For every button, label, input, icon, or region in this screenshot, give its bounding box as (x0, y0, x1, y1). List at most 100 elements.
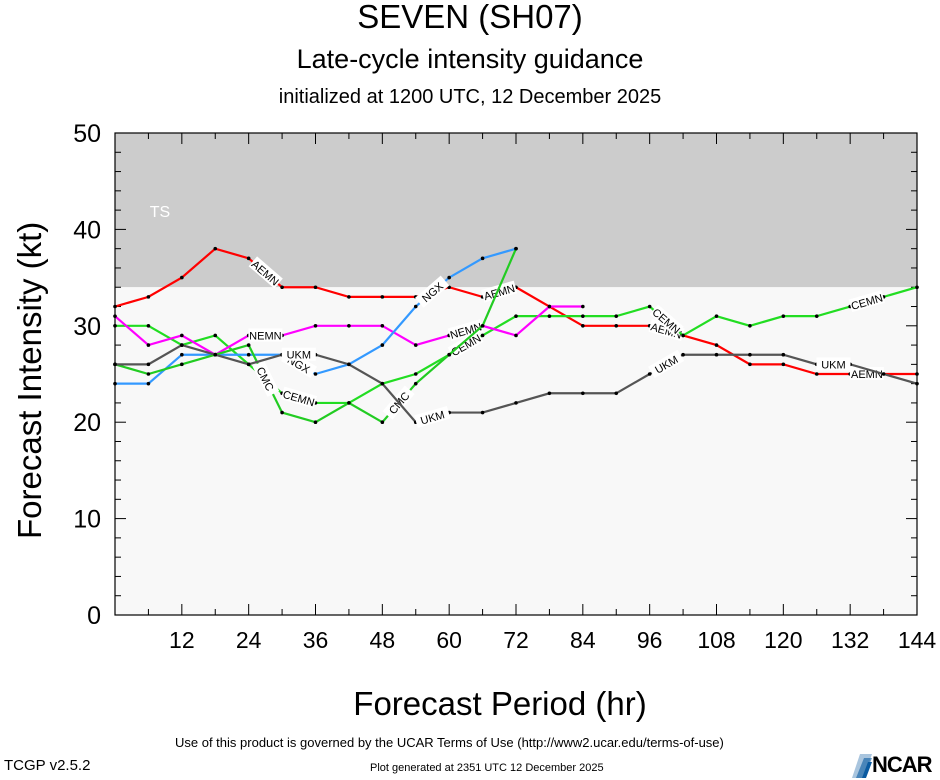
data-point-cemn (514, 314, 518, 318)
data-point-ukm (380, 381, 385, 386)
data-point-ngx (180, 352, 184, 357)
data-point-aemn (146, 295, 151, 299)
y-tick-label: 50 (73, 120, 101, 148)
data-point-ukm (514, 401, 518, 405)
data-point-aemn (213, 246, 218, 251)
series-label-ukm: UKM (287, 350, 311, 362)
data-point-nemn (347, 324, 351, 328)
y-axis-label: Forecast Intensity (kt) (11, 221, 48, 539)
data-point-nemn (113, 314, 117, 318)
data-point-nemn (180, 333, 184, 338)
data-point-ukm (781, 352, 786, 357)
data-point-nemn (581, 304, 585, 309)
x-tick-label: 72 (503, 627, 529, 653)
series-label-bg (481, 280, 518, 303)
series-label-nemn: NEMN (249, 330, 281, 342)
data-point-ngx (380, 343, 385, 347)
ncar-logo-text: NCAR (872, 752, 933, 777)
data-point-cemn (681, 333, 685, 338)
data-point-ukm (113, 362, 117, 367)
data-point-cemn (413, 372, 418, 376)
chart-subtitle: Late-cycle intensity guidance (296, 44, 644, 74)
data-point-aemn (714, 343, 719, 347)
data-point-ngx (313, 372, 318, 376)
data-point-cmc (514, 246, 518, 251)
series-label-bg (816, 357, 851, 371)
series-label-bg (414, 405, 451, 428)
data-point-ukm (347, 362, 351, 367)
data-point-cemn (146, 324, 151, 328)
data-point-ngx (146, 381, 151, 386)
x-tick-label: 132 (831, 627, 869, 653)
data-point-nemn (146, 343, 151, 347)
data-point-aemn (581, 324, 585, 328)
x-tick-label: 60 (436, 627, 462, 653)
data-point-cemn (781, 314, 786, 318)
data-point-aemn (915, 372, 919, 376)
data-point-ukm (581, 391, 585, 396)
series-label-bg (252, 360, 280, 397)
y-tick-label: 10 (73, 506, 101, 534)
y-tick-label: 30 (73, 313, 101, 341)
series-label-bg (248, 256, 283, 289)
data-point-aemn (313, 285, 318, 290)
data-point-cmc (447, 352, 451, 357)
x-tick-label: 36 (303, 627, 329, 653)
x-tick-label: 84 (570, 627, 596, 653)
data-point-cmc (380, 420, 385, 425)
data-point-ukm (881, 372, 886, 376)
data-point-ukm (714, 352, 719, 357)
x-tick-label: 24 (236, 627, 262, 653)
series-label-bg (849, 367, 884, 380)
data-point-ukm (213, 352, 218, 357)
ncar-logo-icon (852, 754, 872, 778)
series-label-bg (848, 290, 885, 313)
data-point-aemn (447, 285, 451, 290)
data-point-cemn (915, 285, 919, 290)
data-point-ngx (113, 381, 117, 386)
data-point-aemn (814, 372, 819, 376)
data-point-ukm (915, 381, 919, 386)
data-point-aemn (748, 362, 752, 367)
x-axis-label: Forecast Period (hr) (353, 685, 647, 722)
data-point-ngx (447, 275, 451, 280)
data-point-nemn (313, 324, 318, 328)
chart-title: SEVEN (SH07) (357, 0, 583, 35)
data-point-cmc (347, 401, 351, 405)
data-point-aemn (180, 275, 184, 280)
series-label-bg (280, 386, 318, 409)
data-point-aemn (614, 324, 619, 328)
series-label-bg (447, 319, 484, 342)
initialized-time: initialized at 1200 UTC, 12 December 202… (278, 86, 662, 108)
data-point-cemn (213, 333, 218, 338)
data-point-cemn (814, 314, 819, 318)
data-point-cmc (246, 343, 251, 347)
series-label-ukm: UKM (821, 359, 845, 371)
x-tick-label: 120 (764, 627, 802, 653)
data-point-aemn (347, 295, 351, 299)
version-label: TCGP v2.5.2 (4, 757, 91, 774)
data-point-ukm (180, 343, 184, 347)
band-label: TS (150, 204, 170, 221)
data-point-cemn (714, 314, 719, 318)
data-point-cemn (748, 324, 752, 328)
data-point-cemn (480, 333, 485, 338)
data-point-cemn (113, 324, 117, 328)
data-point-aemn (246, 256, 251, 261)
data-point-ukm (146, 362, 151, 367)
generated-time: Plot generated at 2351 UTC 12 December 2… (370, 762, 604, 774)
ncar-logo: NCAR (850, 752, 940, 780)
data-point-ngx (413, 304, 418, 309)
data-point-nemn (413, 343, 418, 347)
series-label-bg (649, 304, 684, 337)
series-label-bg (447, 330, 484, 359)
y-tick-label: 0 (87, 602, 101, 630)
data-point-aemn (380, 295, 385, 299)
data-point-cmc (180, 362, 184, 367)
data-point-ukm (480, 410, 485, 415)
x-tick-label: 108 (697, 627, 735, 653)
data-point-nemn (514, 333, 518, 338)
x-tick-label: 48 (370, 627, 396, 653)
data-point-ngx (480, 256, 485, 261)
